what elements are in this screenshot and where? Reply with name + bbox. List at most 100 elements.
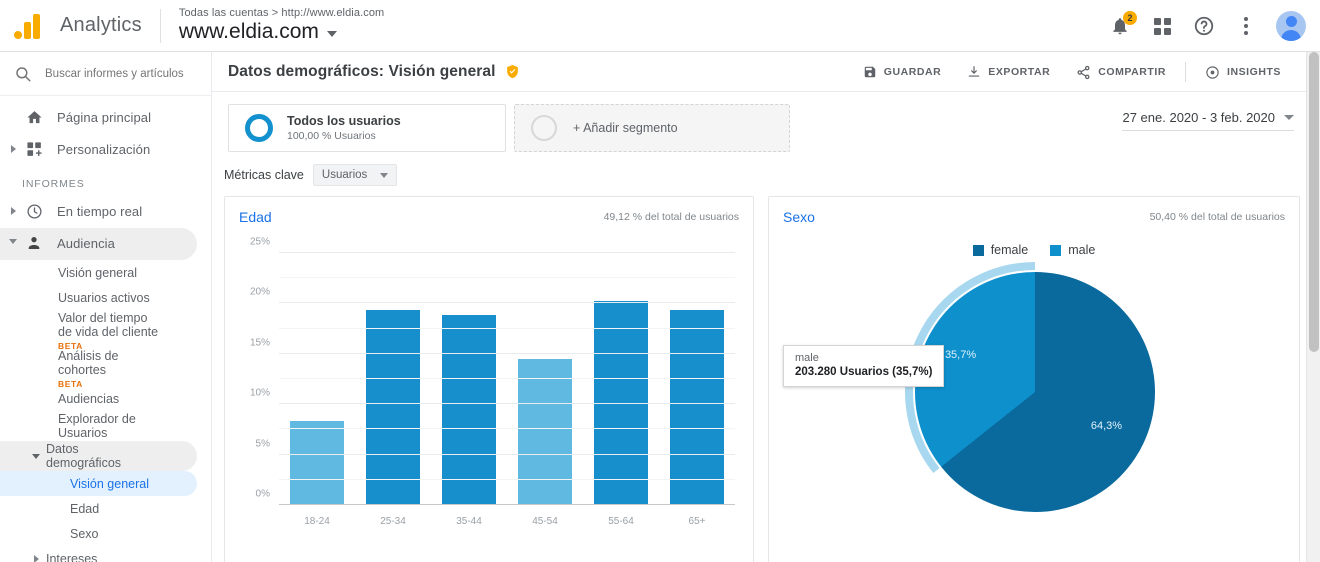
sidebar-item-lifetime-value[interactable]: Valor del tiempo de vida del cliente BET… bbox=[0, 310, 211, 351]
segment-all-users[interactable]: Todos los usuarios 100,00 % Usuarios bbox=[228, 104, 506, 152]
scrollbar-thumb[interactable] bbox=[1309, 52, 1319, 352]
sidebar-item-label-line2: demográficos bbox=[46, 456, 122, 470]
bar[interactable] bbox=[441, 314, 497, 505]
pie[interactable] bbox=[915, 272, 1155, 512]
chevron-right-icon[interactable] bbox=[6, 207, 20, 215]
age-panel: Edad 49,12 % del total de usuarios 18-24… bbox=[224, 196, 754, 562]
bar[interactable] bbox=[593, 301, 649, 505]
body: Página principal Personalización INFORME… bbox=[0, 52, 1320, 562]
bar[interactable] bbox=[669, 310, 725, 505]
sidebar-item-demographics-gender[interactable]: Sexo bbox=[0, 521, 211, 546]
bar-column[interactable]: 45-54 bbox=[507, 253, 583, 527]
age-chart-plot: 18-24 25-34 35-44 45-54 55-64 65+ 0% 5% 10% 15% 2… bbox=[250, 237, 735, 527]
legend-label: male bbox=[1068, 243, 1096, 257]
segment-subtitle: 100,00 % Usuarios bbox=[287, 130, 376, 142]
bar-column[interactable]: 25-34 bbox=[355, 253, 431, 527]
legend-item[interactable]: female bbox=[972, 243, 1029, 257]
share-button[interactable]: COMPARTIR bbox=[1063, 65, 1179, 80]
sidebar-item-home[interactable]: Página principal bbox=[0, 102, 211, 134]
bar-column[interactable]: 65+ bbox=[659, 253, 735, 527]
gender-panel: Sexo 50,40 % del total de usuarios femal… bbox=[768, 196, 1300, 562]
notifications-bell-icon[interactable]: 2 bbox=[1108, 11, 1137, 38]
sidebar-nav: Página principal Personalización INFORME… bbox=[0, 96, 211, 562]
verified-shield-icon bbox=[505, 64, 520, 79]
sidebar: Página principal Personalización INFORME… bbox=[0, 52, 212, 562]
sidebar-item-label-line1: Análisis de bbox=[58, 349, 119, 363]
save-button-label: GUARDAR bbox=[883, 66, 942, 78]
sidebar-item-interests[interactable]: Intereses bbox=[0, 546, 211, 562]
gridline bbox=[279, 252, 735, 253]
sidebar-item-label-line1: Datos bbox=[46, 442, 79, 456]
gridline bbox=[279, 378, 735, 379]
sidebar-item-demographics[interactable]: Datos demográficos bbox=[0, 441, 197, 471]
bar[interactable] bbox=[517, 358, 573, 505]
chevron-right-icon[interactable] bbox=[34, 555, 39, 562]
x-axis-tick-label: 25-34 bbox=[380, 516, 406, 527]
more-options-icon[interactable] bbox=[1234, 14, 1258, 38]
sidebar-item-audiences[interactable]: Audiencias bbox=[0, 386, 211, 411]
x-axis-tick-label: 35-44 bbox=[456, 516, 482, 527]
add-segment-button[interactable]: + Añadir segmento bbox=[514, 104, 790, 152]
chevron-down-icon[interactable] bbox=[1284, 115, 1294, 120]
gender-pie-chart: 35,7% 64,3% male 203.280 Usuarios (35,7%… bbox=[769, 257, 1301, 537]
divider bbox=[159, 8, 161, 43]
sidebar-item-label: Usuarios activos bbox=[58, 290, 150, 305]
sidebar-item-user-explorer[interactable]: Explorador de Usuarios bbox=[0, 411, 211, 441]
sidebar-item-active-users[interactable]: Usuarios activos bbox=[0, 285, 211, 310]
bar[interactable] bbox=[365, 310, 421, 505]
metric-dropdown[interactable]: Usuarios bbox=[312, 164, 398, 186]
chevron-right-icon[interactable] bbox=[6, 145, 20, 153]
date-range-picker[interactable]: 27 ene. 2020 - 3 feb. 2020 bbox=[1122, 110, 1294, 131]
sidebar-search[interactable] bbox=[0, 52, 211, 96]
avatar[interactable] bbox=[1276, 11, 1306, 41]
segment-title: Todos los usuarios bbox=[287, 114, 401, 128]
pie-label-female: 64,3% bbox=[1090, 419, 1123, 432]
sidebar-item-label: Visión general bbox=[58, 265, 137, 280]
vertical-scrollbar[interactable] bbox=[1306, 52, 1320, 562]
gridline bbox=[279, 504, 735, 505]
sidebar-item-demographics-overview[interactable]: Visión general bbox=[0, 471, 197, 496]
sidebar-item-realtime[interactable]: En tiempo real bbox=[0, 196, 211, 228]
bar[interactable] bbox=[289, 421, 345, 505]
bar-column[interactable]: 55-64 bbox=[583, 253, 659, 527]
sidebar-item-label-line2: Usuarios bbox=[58, 426, 108, 440]
page-title: Datos demográficos: Visión general bbox=[228, 62, 496, 80]
top-bar-actions: 2 bbox=[1108, 0, 1306, 52]
legend-item[interactable]: male bbox=[1050, 243, 1095, 257]
gridline bbox=[279, 403, 735, 405]
donut-icon bbox=[245, 114, 273, 142]
sidebar-item-cohort-analysis[interactable]: Análisis de cohortes BETA bbox=[0, 348, 211, 389]
page-actions: GUARDAR EXPORTAR COMPARTIR INSIGHTS bbox=[850, 52, 1294, 92]
sidebar-item-demographics-age[interactable]: Edad bbox=[0, 496, 211, 521]
chevron-down-icon[interactable] bbox=[6, 239, 20, 244]
gridline bbox=[279, 277, 735, 279]
gender-panel-header: Sexo 50,40 % del total de usuarios bbox=[769, 197, 1299, 225]
gender-panel-title[interactable]: Sexo bbox=[783, 209, 815, 225]
age-panel-header: Edad 49,12 % del total de usuarios bbox=[225, 197, 753, 225]
bar-column[interactable]: 35-44 bbox=[431, 253, 507, 527]
age-panel-title[interactable]: Edad bbox=[239, 209, 272, 225]
save-button[interactable]: GUARDAR bbox=[850, 65, 955, 79]
sidebar-item-audience-label: Audiencia bbox=[57, 236, 115, 251]
chevron-down-icon[interactable] bbox=[326, 31, 337, 37]
x-axis-tick-label: 55-64 bbox=[608, 516, 634, 527]
chevron-down-icon[interactable] bbox=[32, 454, 40, 459]
sidebar-item-audience[interactable]: Audiencia bbox=[0, 228, 197, 260]
age-bar-chart: 18-24 25-34 35-44 45-54 55-64 65+ 0% 5% 10% 15% 2… bbox=[239, 237, 743, 540]
home-icon bbox=[24, 109, 44, 126]
insights-button[interactable]: INSIGHTS bbox=[1192, 65, 1294, 80]
help-icon[interactable] bbox=[1192, 14, 1216, 38]
search-input[interactable] bbox=[45, 67, 185, 80]
customization-icon bbox=[24, 141, 44, 158]
account-selector[interactable]: Todas las cuentas > http://www.eldia.com… bbox=[179, 7, 384, 44]
clock-icon bbox=[24, 203, 44, 220]
export-button[interactable]: EXPORTAR bbox=[954, 65, 1063, 79]
gender-panel-percent: 50,40 % del total de usuarios bbox=[1149, 211, 1285, 223]
sidebar-item-audience-overview[interactable]: Visión general bbox=[0, 260, 211, 285]
apps-grid-icon[interactable] bbox=[1150, 14, 1174, 38]
legend-label: female bbox=[990, 243, 1029, 257]
sidebar-item-customization[interactable]: Personalización bbox=[0, 134, 211, 166]
tooltip-label: male bbox=[795, 352, 819, 364]
bar-column[interactable]: 18-24 bbox=[279, 253, 355, 527]
